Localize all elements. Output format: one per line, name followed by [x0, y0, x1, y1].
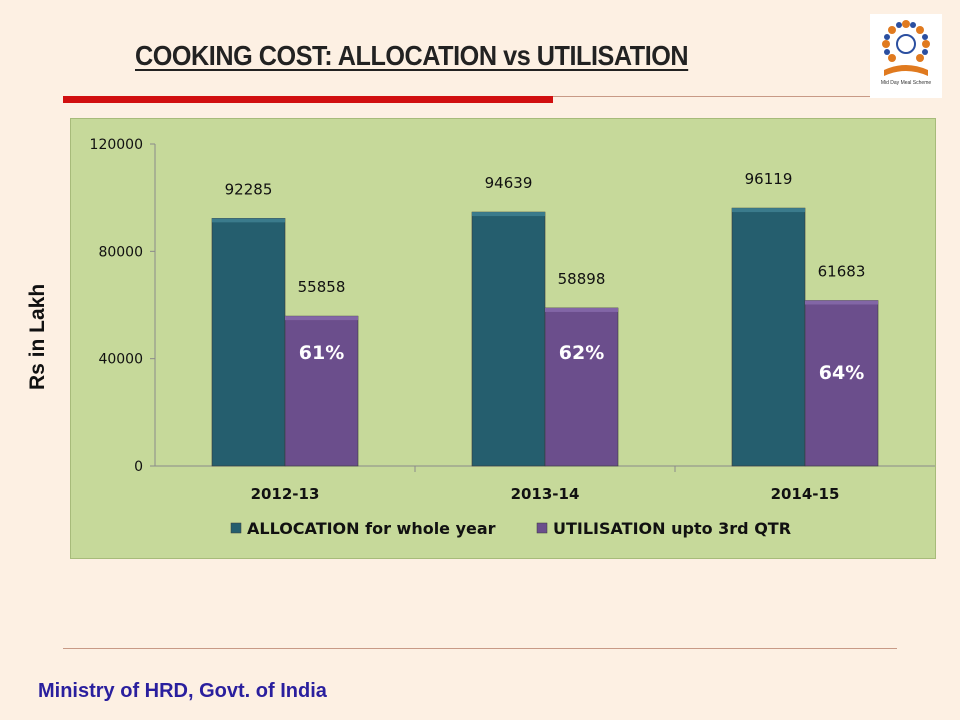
x-tick-label: 2013-14 [511, 485, 580, 503]
x-tick-label: 2012-13 [251, 485, 320, 503]
bar-utilisation [804, 300, 879, 467]
bar-chart: 0 40000 80000 120000 92285 55858 2012-13 94639 5… [90, 137, 935, 538]
data-label: 58898 [558, 270, 606, 288]
chart-panel: 0 40000 80000 120000 92285 55858 2012-13 94639 5… [70, 118, 936, 559]
y-axis-label: Rs in Lakh [26, 283, 49, 390]
percent-annotation: 61% [299, 342, 344, 364]
x-tick-label: 2014-15 [771, 485, 840, 503]
footer-text: Ministry of HRD, Govt. of India [38, 680, 327, 702]
bar-top-highlight [212, 218, 285, 223]
y-tick-label: 120000 [90, 137, 143, 153]
legend-label: UTILISATION upto 3rd QTR [553, 519, 791, 538]
legend-label: ALLOCATION for whole year [247, 519, 496, 538]
title-divider [553, 96, 893, 97]
bar-allocation [731, 207, 806, 467]
percent-annotation: 64% [819, 362, 864, 384]
bar-top-highlight [285, 316, 358, 321]
logo-icon [882, 20, 930, 76]
data-label: 96119 [745, 170, 793, 188]
page-title: COOKING COST: ALLOCATION vs UTILISATION [135, 40, 689, 71]
y-tick-label: 40000 [98, 352, 143, 368]
bar-top-highlight [472, 212, 545, 217]
data-label: 61683 [818, 262, 866, 280]
bar-top-highlight [732, 208, 805, 213]
percent-annotation: 62% [559, 342, 604, 364]
bar-utilisation [284, 315, 359, 467]
mid-day-meal-logo: Mid Day Meal Scheme [870, 14, 942, 98]
data-label: 94639 [485, 174, 533, 192]
bar-top-highlight [545, 307, 618, 312]
bar-utilisation [544, 307, 619, 467]
legend-swatch [230, 522, 242, 534]
logo-caption: Mid Day Meal Scheme [880, 80, 932, 86]
data-label: 92285 [225, 180, 273, 198]
bar-top-highlight [805, 300, 878, 305]
legend-swatch [536, 522, 548, 534]
title-accent-bar [63, 96, 553, 103]
y-tick-label: 0 [134, 459, 143, 475]
bar-allocation [211, 218, 286, 467]
data-label: 55858 [298, 278, 346, 296]
footer-divider [63, 648, 897, 649]
y-tick-label: 80000 [98, 244, 143, 260]
bar-allocation [471, 211, 546, 467]
